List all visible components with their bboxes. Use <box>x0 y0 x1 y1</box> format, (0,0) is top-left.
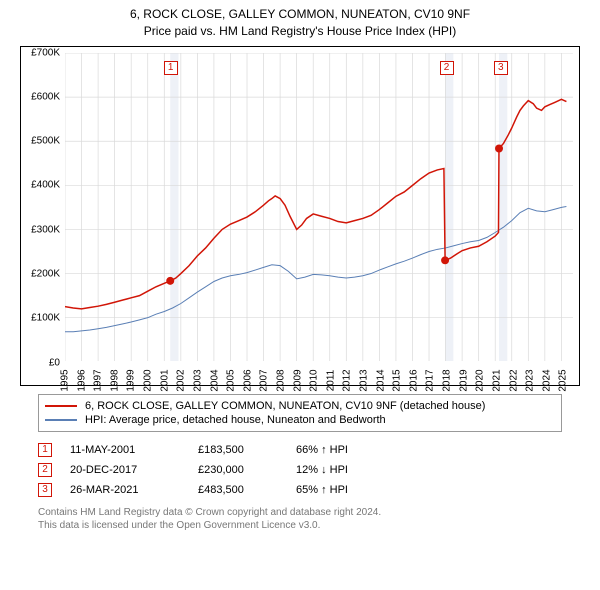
sale-marker-box: 3 <box>494 61 508 75</box>
y-axis-label: £0 <box>49 357 64 368</box>
y-axis-label: £400K <box>31 180 64 191</box>
x-axis-label: 1996 <box>76 369 87 391</box>
y-axis-label: £600K <box>31 91 64 102</box>
y-axis-label: £200K <box>31 269 64 280</box>
transaction-date: 11-MAY-2001 <box>70 444 180 456</box>
y-axis-label: £300K <box>31 224 64 235</box>
x-axis-label: 2016 <box>408 369 419 391</box>
transaction-row: 3 26-MAR-2021 £483,500 65% ↑ HPI <box>38 480 562 500</box>
x-axis-label: 2015 <box>392 369 403 391</box>
transaction-diff: 66% ↑ HPI <box>296 444 396 456</box>
transactions-table: 1 11-MAY-2001 £183,500 66% ↑ HPI 2 20-DEC-201… <box>38 440 562 500</box>
title-block: 6, ROCK CLOSE, GALLEY COMMON, NUNEATON, … <box>8 6 592 40</box>
legend-item: 6, ROCK CLOSE, GALLEY COMMON, NUNEATON, … <box>45 399 555 413</box>
x-axis-label: 2006 <box>242 369 253 391</box>
x-axis-label: 2025 <box>558 369 569 391</box>
transaction-marker: 3 <box>38 483 52 497</box>
y-axis-label: £100K <box>31 313 64 324</box>
sale-marker-box: 1 <box>164 61 178 75</box>
chart: £0£100K£200K£300K£400K£500K£600K£700K199… <box>20 46 580 386</box>
x-axis-label: 2021 <box>491 369 502 391</box>
x-axis-label: 2000 <box>143 369 154 391</box>
legend-swatch <box>45 419 77 421</box>
transaction-price: £230,000 <box>198 464 278 476</box>
x-axis-label: 2017 <box>425 369 436 391</box>
attribution-line1: Contains HM Land Registry data © Crown c… <box>38 506 562 519</box>
x-axis-label: 1997 <box>93 369 104 391</box>
x-axis-label: 1999 <box>126 369 137 391</box>
transaction-row: 2 20-DEC-2017 £230,000 12% ↓ HPI <box>38 460 562 480</box>
x-axis-label: 2024 <box>541 369 552 391</box>
x-axis-label: 2014 <box>375 369 386 391</box>
x-axis-label: 2009 <box>292 369 303 391</box>
x-axis-label: 2011 <box>325 369 336 391</box>
transaction-diff: 12% ↓ HPI <box>296 464 396 476</box>
transaction-diff: 65% ↑ HPI <box>296 484 396 496</box>
x-axis-label: 2002 <box>176 369 187 391</box>
legend-label: HPI: Average price, detached house, Nune… <box>85 414 386 426</box>
transaction-price: £183,500 <box>198 444 278 456</box>
transaction-date: 20-DEC-2017 <box>70 464 180 476</box>
legend-swatch <box>45 405 77 407</box>
transaction-row: 1 11-MAY-2001 £183,500 66% ↑ HPI <box>38 440 562 460</box>
plot-area <box>65 53 573 361</box>
transaction-marker: 2 <box>38 463 52 477</box>
transaction-date: 26-MAR-2021 <box>70 484 180 496</box>
x-axis-label: 1995 <box>60 369 71 391</box>
x-axis-label: 2019 <box>458 369 469 391</box>
x-axis-label: 2013 <box>359 369 370 391</box>
x-axis-label: 2022 <box>508 369 519 391</box>
plot-svg <box>65 53 573 362</box>
transaction-marker: 1 <box>38 443 52 457</box>
x-axis-label: 2010 <box>309 369 320 391</box>
attribution-line2: This data is licensed under the Open Gov… <box>38 519 562 532</box>
x-axis-label: 2001 <box>159 369 170 391</box>
legend: 6, ROCK CLOSE, GALLEY COMMON, NUNEATON, … <box>38 394 562 432</box>
legend-label: 6, ROCK CLOSE, GALLEY COMMON, NUNEATON, … <box>85 400 485 412</box>
y-axis-label: £500K <box>31 136 64 147</box>
x-axis-label: 2012 <box>342 369 353 391</box>
x-axis-label: 2023 <box>525 369 536 391</box>
title-address: 6, ROCK CLOSE, GALLEY COMMON, NUNEATON, … <box>8 6 592 23</box>
x-axis-label: 2007 <box>259 369 270 391</box>
x-axis-label: 2020 <box>475 369 486 391</box>
sale-marker-box: 2 <box>440 61 454 75</box>
attribution: Contains HM Land Registry data © Crown c… <box>38 506 562 532</box>
x-axis-label: 2004 <box>209 369 220 391</box>
transaction-price: £483,500 <box>198 484 278 496</box>
title-subtitle: Price paid vs. HM Land Registry's House … <box>8 23 592 40</box>
legend-item: HPI: Average price, detached house, Nune… <box>45 413 555 427</box>
x-axis-label: 2008 <box>275 369 286 391</box>
x-axis-label: 1998 <box>109 369 120 391</box>
container: 6, ROCK CLOSE, GALLEY COMMON, NUNEATON, … <box>0 0 600 536</box>
x-axis-label: 2018 <box>442 369 453 391</box>
x-axis-label: 2003 <box>192 369 203 391</box>
y-axis-label: £700K <box>31 47 64 58</box>
x-axis-label: 2005 <box>226 369 237 391</box>
